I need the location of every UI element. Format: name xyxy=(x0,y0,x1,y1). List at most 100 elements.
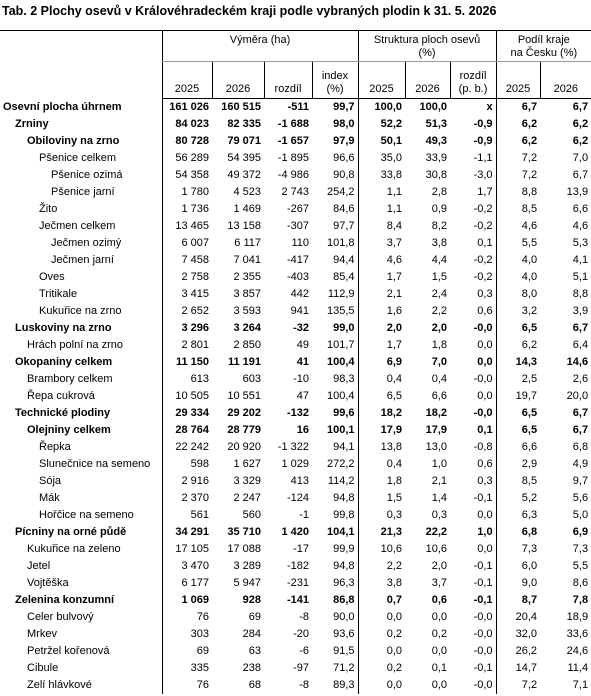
cell: 0,7 xyxy=(357,592,406,609)
cell: 13 465 xyxy=(161,218,212,235)
cell: 17 105 xyxy=(161,541,212,558)
cell: 76 xyxy=(161,677,212,694)
cell: 80 728 xyxy=(161,133,212,150)
cell: 94,1 xyxy=(333,441,355,453)
column-header: rozdíl (p. b.) xyxy=(449,61,497,99)
cell: 17,9 xyxy=(357,422,406,439)
cell: 1,0 xyxy=(477,526,493,538)
cell: 10 551 xyxy=(227,390,261,402)
cell: -1 895 xyxy=(277,152,309,164)
cell: 7,3 xyxy=(495,541,541,558)
cell: 3 264 xyxy=(233,322,261,334)
table-row: Celer bulvový 76 69 -8 90,0 0,0 0,0 -0,0 20,4 18,… xyxy=(0,609,591,626)
table-row: Luskoviny na zrno 3 296 3 264 -32 99,0 2,0 2,0… xyxy=(0,320,591,337)
cell: 6,7 xyxy=(572,101,589,113)
cell: 84 023 xyxy=(161,116,212,133)
cell: 3,8 xyxy=(431,237,448,249)
cell: 34 291 xyxy=(161,524,212,541)
header-line: (%) xyxy=(326,83,344,95)
table-row: Žito 1 736 1 469 -267 84,6 1,1 0,9 -0,2 8,5 6,6 xyxy=(0,201,591,218)
table-row: Technické plodiny 29 334 29 202 -132 99,6 18,… xyxy=(0,405,591,422)
cell: -6 xyxy=(299,645,309,657)
cell: 7,2 xyxy=(495,167,541,184)
row-label: Cibule xyxy=(27,662,59,674)
row-label: Vojtěška xyxy=(27,577,69,589)
cell: 89,3 xyxy=(333,679,355,691)
cell: -231 xyxy=(286,577,309,589)
cell: -0,2 xyxy=(473,203,493,215)
cell: 2,0 xyxy=(431,560,448,572)
cell: 4,9 xyxy=(572,458,589,470)
cell: 2,0 xyxy=(431,322,448,334)
cell: 52,2 xyxy=(357,116,406,133)
row-label: Zelí hlávkové xyxy=(27,679,92,691)
cell: 7,0 xyxy=(431,356,448,368)
row-label: Kukuřice na zeleno xyxy=(27,543,121,555)
cell: -1 xyxy=(299,509,309,521)
data-table: Výměra (ha) Struktura ploch osevů (%) Pod… xyxy=(0,30,591,694)
cell: 2 801 xyxy=(161,337,212,354)
cell: 0,6 xyxy=(431,594,448,606)
cell: 6,7 xyxy=(572,424,589,436)
table-row: Jetel 3 470 3 289 -182 94,8 2,2 2,0 -0,1 6,0 5,5 xyxy=(0,558,591,575)
cell: 9,0 xyxy=(495,575,541,592)
cell: 54 395 xyxy=(227,152,261,164)
cell: 33,9 xyxy=(425,152,448,164)
table-row: Osevní plocha úhrnem 161 026 160 515 -511 99… xyxy=(0,98,591,116)
cell: 0,0 xyxy=(477,356,493,368)
cell: 603 xyxy=(242,373,261,385)
cell: 41 xyxy=(296,356,309,368)
cell: 4 523 xyxy=(233,186,261,198)
cell: 3 857 xyxy=(233,288,261,300)
row-label: Pšenice celkem xyxy=(39,152,117,164)
cell: 6,5 xyxy=(495,422,541,439)
cell: 3 470 xyxy=(161,558,212,575)
cell: 112,9 xyxy=(327,288,355,300)
cell: 6,2 xyxy=(572,118,589,130)
table-row: Pšenice jarní 1 780 4 523 2 743 254,2 1,1 2,8 1… xyxy=(0,184,591,201)
cell: 613 xyxy=(161,371,212,388)
cell: 0,3 xyxy=(357,507,406,524)
table-row: Petržel kořenová 69 63 -6 91,5 0,0 0,0 -0,0 26,2… xyxy=(0,643,591,660)
cell: 4,0 xyxy=(495,269,541,286)
row-label: Mák xyxy=(39,492,60,504)
cell: 96,6 xyxy=(333,152,355,164)
cell: -403 xyxy=(286,271,309,283)
cell: 16 xyxy=(296,424,309,436)
row-label: Řepka xyxy=(39,441,71,453)
cell: -4 986 xyxy=(277,169,309,181)
row-label: Celer bulvový xyxy=(27,611,94,623)
row-label: Jetel xyxy=(27,560,51,572)
cell: 8,0 xyxy=(495,286,541,303)
cell: -8 xyxy=(299,679,309,691)
cell: 8,4 xyxy=(357,218,406,235)
cell: 6,7 xyxy=(572,407,589,419)
header-line: index xyxy=(321,70,349,82)
cell: 97,7 xyxy=(333,220,355,232)
cell: 94,4 xyxy=(333,254,355,266)
header-line: (p. b.) xyxy=(458,83,488,95)
cell: x xyxy=(486,101,493,113)
cell: 2 355 xyxy=(233,271,261,283)
cell: 68 xyxy=(248,679,261,691)
row-label: Pícniny na orné půdě xyxy=(15,526,127,538)
table-row: Obiloviny na zrno 80 728 79 071 -1 657 97,9 5… xyxy=(0,133,591,150)
cell: 97,9 xyxy=(333,135,355,147)
cell: 941 xyxy=(290,305,309,317)
table-row: Zelí hlávkové 76 68 -8 89,3 0,0 0,0 -0,0 7,2 7,1 xyxy=(0,677,591,694)
cell: 14,6 xyxy=(566,356,589,368)
cell: 17,9 xyxy=(425,424,448,436)
cell: 8,8 xyxy=(572,288,589,300)
cell: 20,0 xyxy=(566,390,589,402)
cell: 91,5 xyxy=(333,645,355,657)
cell: 8,2 xyxy=(431,220,448,232)
cell: -0,1 xyxy=(473,594,493,606)
cell: 2,1 xyxy=(357,286,406,303)
cell: -141 xyxy=(286,594,309,606)
cell: 69 xyxy=(248,611,261,623)
cell: 254,2 xyxy=(327,186,355,198)
cell: 18,2 xyxy=(425,407,448,419)
cell: 2,2 xyxy=(431,305,448,317)
cell: 101,8 xyxy=(327,237,355,249)
cell: 2,2 xyxy=(357,558,406,575)
